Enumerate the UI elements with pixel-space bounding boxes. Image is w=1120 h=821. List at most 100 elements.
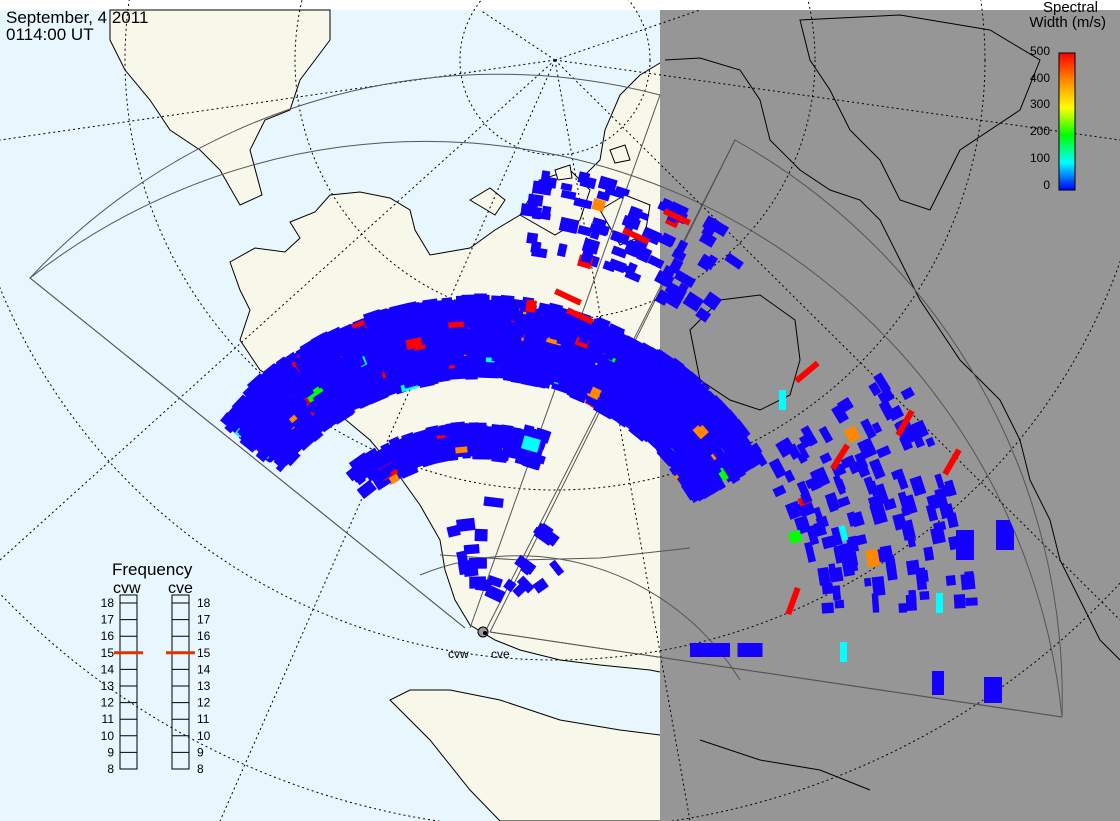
echo-cell xyxy=(456,517,476,533)
echo-cell xyxy=(419,329,437,345)
echo-cell xyxy=(919,590,930,601)
echo-cell xyxy=(525,328,542,345)
echo-cell-block xyxy=(690,643,730,657)
meridian-1 xyxy=(0,59,556,141)
echo-cell xyxy=(905,559,921,576)
echo-cell xyxy=(457,330,477,338)
echo-cell-low-width xyxy=(779,390,786,410)
echo-cell xyxy=(821,602,835,614)
echo-layer xyxy=(220,166,1036,703)
frequency-scale-label: 18 xyxy=(101,596,115,610)
echo-cell xyxy=(898,603,908,613)
echo-cell xyxy=(478,339,492,347)
frequency-scale-label: 10 xyxy=(197,729,211,743)
echo-cell xyxy=(499,348,515,363)
frequency-scale-label: 11 xyxy=(197,712,210,726)
colorbar-tick-200: 200 xyxy=(1030,124,1050,138)
echo-cell xyxy=(480,433,492,444)
site-label-cvw: cvw xyxy=(448,647,469,661)
fov-edge-west xyxy=(29,277,466,629)
colorbar-tick-0: 0 xyxy=(1043,178,1050,192)
echo-cell xyxy=(541,205,552,218)
frequency-scale-label: 12 xyxy=(197,696,211,710)
echo-cell xyxy=(438,424,451,436)
night-coastlines xyxy=(664,14,1120,791)
echo-cell xyxy=(506,321,526,338)
fov-arc-outer xyxy=(29,140,1063,718)
frequency-scale-label: 9 xyxy=(107,745,114,759)
echo-cell xyxy=(455,295,471,307)
frequency-scale-label: 17 xyxy=(101,613,115,627)
echo-cell-low-width xyxy=(936,593,943,613)
radar-site-cve-marker xyxy=(483,631,487,635)
echo-cell xyxy=(828,566,844,583)
echo-cell xyxy=(945,575,956,586)
echo-cell xyxy=(443,353,457,366)
frequency-title: Frequency xyxy=(112,560,193,579)
colorbar-tick-300: 300 xyxy=(1030,97,1050,111)
night-coast-3 xyxy=(799,14,1041,211)
colorbar-gradient-bar xyxy=(1058,52,1076,191)
echo-cell xyxy=(455,446,468,454)
echo-cell xyxy=(624,335,643,350)
latitude-circle-70 xyxy=(294,0,816,321)
island-small-2 xyxy=(609,144,631,164)
fov-edge-east xyxy=(489,631,1063,718)
frequency-scale-label: 14 xyxy=(197,662,211,676)
frequency-scale-label: 11 xyxy=(102,712,115,726)
frequency-scale-label: 15 xyxy=(197,646,211,660)
siberia-landmass xyxy=(109,9,331,206)
frequency-scale-label: 18 xyxy=(197,596,211,610)
echo-cell-block xyxy=(996,520,1014,550)
frequency-scale-label: 13 xyxy=(197,679,211,693)
radar-fov-outline xyxy=(29,73,1063,718)
frequency-label-cve: cve xyxy=(168,580,193,597)
echo-cell xyxy=(965,597,978,607)
echo-cell xyxy=(908,589,917,603)
echo-cell-block xyxy=(737,643,763,657)
fov-cvw-outline xyxy=(29,73,661,629)
night-coast-1 xyxy=(664,57,1120,661)
night-coast-4 xyxy=(699,739,871,791)
echo-cell xyxy=(490,295,511,309)
frequency-scale-label: 13 xyxy=(101,679,115,693)
echo-cell xyxy=(740,436,752,448)
frequency-label-cvw: cvw xyxy=(113,580,141,597)
echo-cell xyxy=(474,528,488,542)
echo-cell xyxy=(469,425,480,432)
meridian-8 xyxy=(554,9,701,61)
echo-cell xyxy=(479,318,495,327)
echo-cell xyxy=(500,424,514,438)
echo-cell xyxy=(491,350,501,362)
arctic-island-3 xyxy=(469,187,506,216)
latitude-circle-60 xyxy=(124,0,986,491)
echo-cell xyxy=(871,576,886,597)
frequency-scale-label: 16 xyxy=(197,629,211,643)
meridian-4 xyxy=(554,59,691,821)
echo-cell xyxy=(468,557,487,569)
meridian-3 xyxy=(219,59,556,821)
island-small-1 xyxy=(554,164,573,181)
latitude-circle-80 xyxy=(459,0,651,156)
frequency-scale-label: 8 xyxy=(107,762,114,776)
echo-cell xyxy=(920,569,929,583)
echo-cell xyxy=(871,593,880,613)
echo-cell xyxy=(953,594,966,609)
frequency-scale-label: 10 xyxy=(101,729,115,743)
colorbar-title-line2: Width (m/s) xyxy=(1029,14,1106,31)
meridian-7 xyxy=(479,9,556,61)
echo-cell xyxy=(409,313,425,330)
site-label-cve: cve xyxy=(491,647,510,661)
echo-cell-block xyxy=(956,530,974,560)
echo-cell xyxy=(520,203,538,218)
echo-cell xyxy=(863,577,872,587)
frequency-scale-label: 12 xyxy=(101,696,115,710)
frequency-scale-label: 8 xyxy=(197,762,204,776)
echo-cell xyxy=(448,312,465,323)
echo-cell xyxy=(525,299,538,313)
frequency-scale-label: 14 xyxy=(101,662,115,676)
echo-cell xyxy=(497,307,516,321)
echo-cell-low-width xyxy=(840,642,847,662)
